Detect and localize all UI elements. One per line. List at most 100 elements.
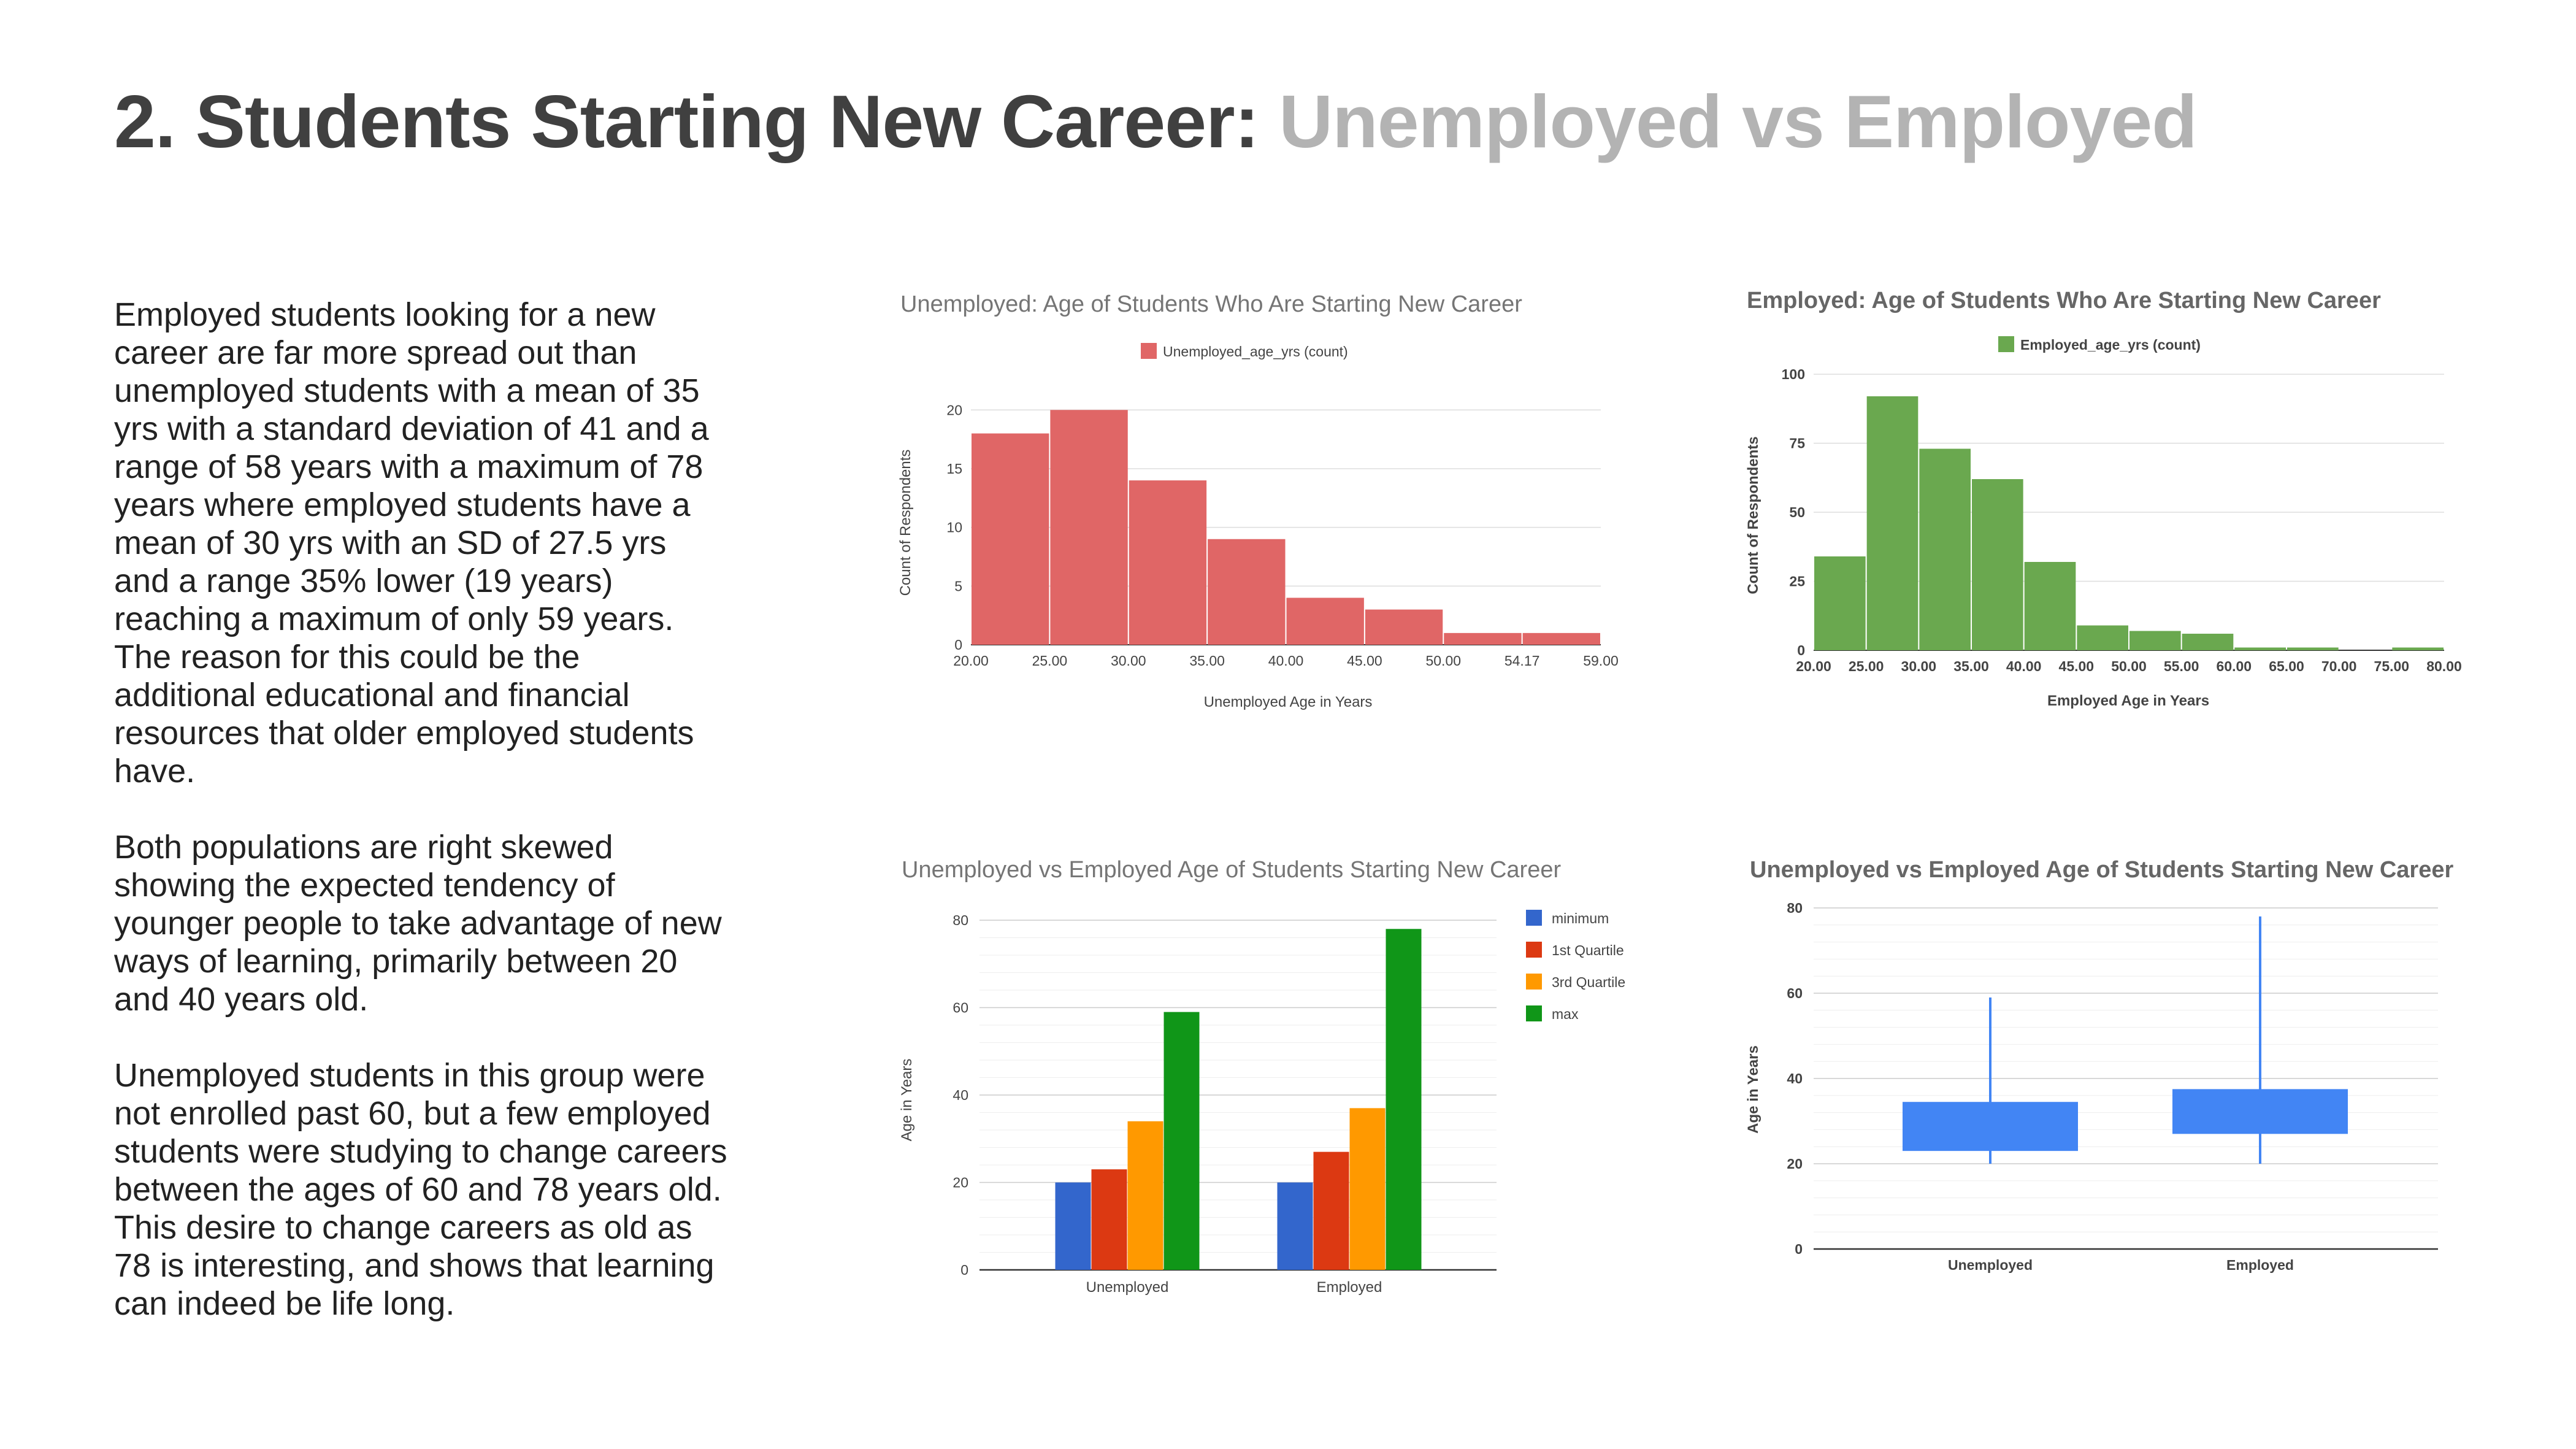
- legend-swatch: [1526, 1005, 1542, 1021]
- histogram-bar: [1972, 479, 2023, 650]
- x-tick-label: 70.00: [2321, 658, 2357, 674]
- bar-max: [1163, 1012, 1200, 1270]
- slide-title-main: 2. Students Starting New Career:: [114, 80, 1259, 163]
- x-tick-label: 54.17: [1505, 653, 1540, 669]
- y-axis-label: Age in Years: [899, 1059, 915, 1142]
- y-tick-label: 20: [946, 402, 962, 418]
- chart-title: Unemployed: Age of Students Who Are Star…: [900, 291, 1522, 317]
- box-iqr: [2172, 1089, 2348, 1134]
- x-tick-label: 20.00: [953, 653, 989, 669]
- y-tick-label: 0: [1797, 642, 1805, 658]
- bar-minimum: [1055, 1182, 1091, 1270]
- y-tick-label: 80: [1787, 900, 1803, 916]
- histogram-bar: [1050, 410, 1128, 645]
- bar-3rd-quartile: [1349, 1108, 1386, 1270]
- legend-label: max: [1552, 1006, 1579, 1022]
- x-tick-label: 40.00: [2006, 658, 2042, 674]
- slide-title-sub: Unemployed vs Employed: [1279, 80, 2198, 163]
- x-tick-label: 75.00: [2374, 658, 2410, 674]
- histogram-bar: [1919, 448, 1971, 650]
- x-tick-label: 20.00: [1796, 658, 1831, 674]
- x-tick-label: 55.00: [2164, 658, 2199, 674]
- y-tick-label: 20: [953, 1175, 968, 1191]
- histogram-bar: [2077, 625, 2128, 650]
- y-axis-label: Age in Years: [1745, 1045, 1761, 1134]
- y-tick-label: 5: [954, 578, 962, 594]
- histogram-bar: [1365, 609, 1443, 645]
- y-tick-label: 40: [953, 1087, 968, 1103]
- x-tick-label: 80.00: [2426, 658, 2462, 674]
- chart-title: Employed: Age of Students Who Are Starti…: [1747, 288, 2381, 313]
- x-tick-label: 50.00: [2111, 658, 2147, 674]
- employed-histogram-svg: Employed: Age of Students Who Are Starti…: [1745, 288, 2462, 709]
- x-tick-label: 45.00: [2059, 658, 2095, 674]
- y-tick-label: 60: [1787, 985, 1803, 1001]
- y-tick-label: 80: [953, 912, 968, 928]
- y-tick-label: 15: [946, 461, 962, 477]
- x-tick-label: 35.00: [1953, 658, 1989, 674]
- x-tick-label: 45.00: [1347, 653, 1382, 669]
- unemployed-histogram-svg: Unemployed: Age of Students Who Are Star…: [897, 291, 1619, 710]
- histogram-bar: [2234, 647, 2286, 650]
- box-plot-svg: Unemployed vs Employed Age of Students S…: [1745, 857, 2453, 1273]
- y-tick-label: 10: [946, 520, 962, 536]
- y-tick-label: 40: [1787, 1070, 1803, 1086]
- legend-label: 1st Quartile: [1552, 942, 1624, 958]
- y-axis-label: Count of Respondents: [1745, 436, 1761, 594]
- bar-1st-quartile: [1091, 1169, 1127, 1270]
- x-tick-label: Unemployed: [1086, 1279, 1169, 1296]
- grouped-bar-chart: Unemployed vs Employed Age of Students S…: [883, 847, 1681, 1313]
- histogram-bar: [1866, 396, 1919, 650]
- histogram-bar: [972, 433, 1049, 645]
- histogram-bar: [1286, 598, 1364, 645]
- x-tick-label: Employed: [2226, 1257, 2294, 1273]
- y-tick-label: 50: [1789, 504, 1805, 520]
- legend-swatch: [1998, 336, 2014, 352]
- histogram-bar: [1444, 632, 1522, 645]
- histogram-bar: [1129, 480, 1207, 645]
- legend-label: Employed_age_yrs (count): [2020, 337, 2201, 353]
- y-tick-label: 60: [953, 1000, 968, 1016]
- x-tick-label: 60.00: [2217, 658, 2252, 674]
- histogram-bar: [2287, 647, 2339, 650]
- body-text: Employed students looking for a new care…: [114, 296, 727, 1361]
- bar-1st-quartile: [1313, 1151, 1349, 1270]
- paragraph-3: Unemployed students in this group were n…: [114, 1057, 727, 1322]
- y-tick-label: 0: [960, 1262, 968, 1278]
- bar-3rd-quartile: [1127, 1121, 1163, 1270]
- legend-swatch: [1526, 974, 1542, 990]
- legend-label: 3rd Quartile: [1552, 974, 1625, 990]
- x-tick-label: 35.00: [1189, 653, 1225, 669]
- x-axis-label: Unemployed Age in Years: [1204, 694, 1373, 710]
- y-tick-label: 0: [954, 637, 962, 653]
- x-tick-label: Unemployed: [1948, 1257, 2033, 1273]
- legend-swatch: [1526, 942, 1542, 958]
- histogram-bar: [2129, 631, 2181, 650]
- paragraph-2: Both populations are right skewed showin…: [114, 829, 722, 1018]
- legend-label: minimum: [1552, 910, 1609, 926]
- x-axis-label: Employed Age in Years: [2047, 693, 2209, 709]
- x-tick-label: 25.00: [1032, 653, 1068, 669]
- histogram-bar: [2182, 634, 2234, 650]
- x-tick-label: 59.00: [1583, 653, 1619, 669]
- x-tick-label: Employed: [1317, 1279, 1382, 1296]
- y-tick-label: 25: [1789, 574, 1805, 590]
- unemployed-histogram-chart: Unemployed: Age of Students Who Are Star…: [883, 282, 1656, 736]
- x-tick-label: 25.00: [1849, 658, 1884, 674]
- histogram-bar: [2392, 647, 2444, 650]
- box-plot-chart: Unemployed vs Employed Age of Students S…: [1723, 847, 2496, 1313]
- y-tick-label: 100: [1782, 366, 1805, 382]
- x-tick-label: 30.00: [1111, 653, 1146, 669]
- bar-max: [1386, 929, 1422, 1270]
- chart-title: Unemployed vs Employed Age of Students S…: [1750, 857, 2453, 883]
- box-iqr: [1903, 1102, 2078, 1151]
- x-tick-label: 50.00: [1425, 653, 1461, 669]
- x-tick-label: 40.00: [1268, 653, 1304, 669]
- legend-swatch: [1526, 910, 1542, 926]
- legend-swatch: [1141, 343, 1157, 359]
- histogram-bar: [2024, 562, 2076, 650]
- y-axis-label: Count of Respondents: [897, 450, 914, 596]
- histogram-bar: [1208, 539, 1286, 645]
- x-tick-label: 65.00: [2269, 658, 2304, 674]
- y-tick-label: 0: [1795, 1241, 1803, 1257]
